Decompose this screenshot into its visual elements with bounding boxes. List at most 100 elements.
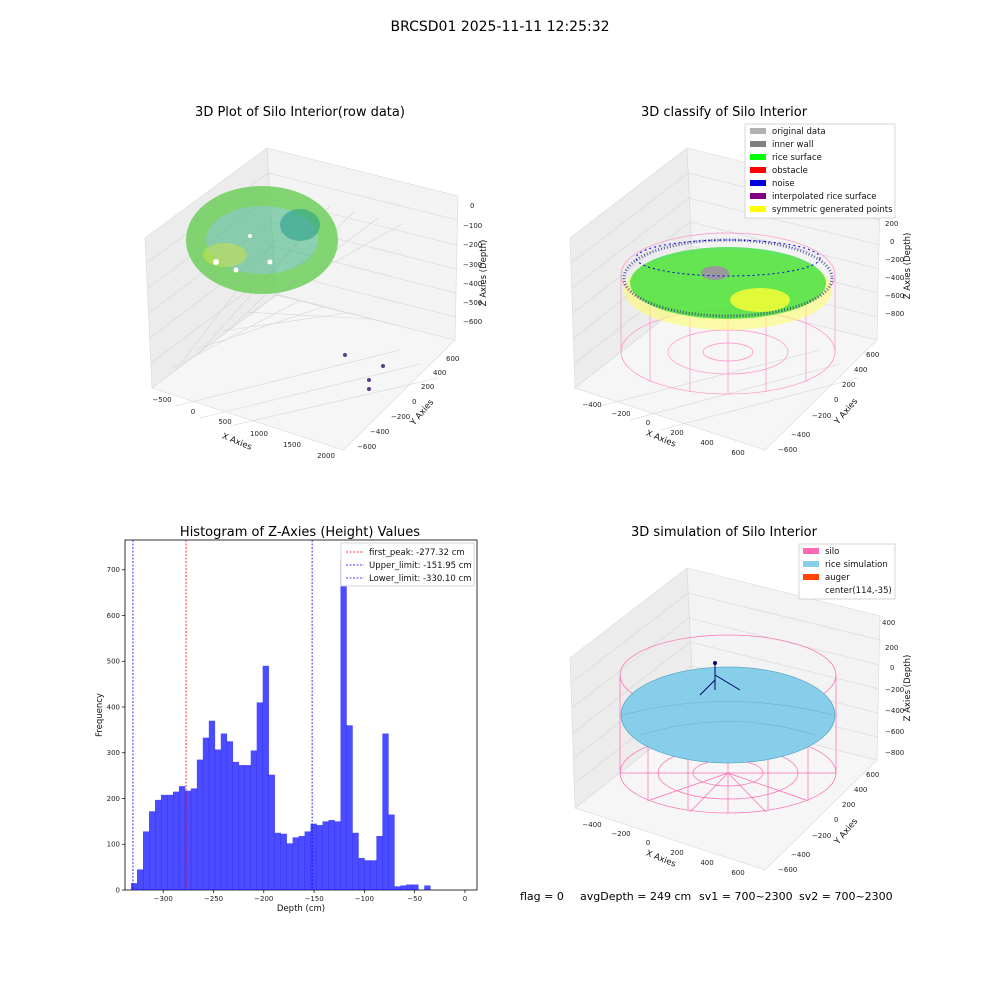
classify-rice-surface — [630, 247, 826, 319]
svg-text:−600: −600 — [885, 728, 904, 736]
svg-text:−200: −200 — [885, 686, 904, 694]
simulation-rice-mesh-line-2 — [639, 721, 817, 736]
histogram-bar — [340, 559, 347, 890]
histogram-x-tick-label: −150 — [304, 895, 323, 903]
svg-text:200: 200 — [421, 383, 434, 391]
histogram-y-tick-label: 0 — [116, 887, 120, 895]
simulation-y-ticks: −600 −400 −200 0 200 400 600 — [778, 771, 879, 874]
legend-swatch-auger — [803, 574, 819, 580]
histogram-bar — [334, 821, 341, 890]
histogram-bar — [388, 814, 395, 890]
svg-text:interpolated rice surface: interpolated rice surface — [772, 192, 877, 202]
classify-x-ticks: −400 −200 0 200 400 600 — [582, 401, 744, 457]
raw-y-ticks: −600 −400 −200 0 200 400 600 — [357, 355, 459, 451]
svg-text:0: 0 — [646, 419, 650, 427]
histogram-x-tick-label: −50 — [407, 895, 422, 903]
svg-text:500: 500 — [218, 418, 231, 426]
svg-text:−200: −200 — [611, 410, 630, 418]
raw-point-cloud-top-patch — [203, 243, 247, 267]
histogram-bar — [268, 774, 275, 890]
histogram-bar — [352, 832, 359, 890]
histogram-bar — [178, 786, 186, 890]
footer-flag: flag = 0 — [520, 890, 564, 903]
raw-data-3d-plot: 3D Plot of Silo Interior(row data) −5 — [144, 105, 489, 460]
histogram-bar — [137, 869, 144, 890]
svg-text:−800: −800 — [885, 310, 904, 318]
histogram-bar — [376, 836, 383, 890]
legend-swatch-interpolated — [750, 193, 766, 199]
histogram-bar — [346, 725, 353, 890]
legend-swatch-obstacle — [750, 167, 766, 173]
svg-text:600: 600 — [731, 869, 744, 877]
histogram-y-tick-label: 400 — [107, 703, 120, 711]
simulation-rice-mesh-line — [621, 701, 835, 716]
raw-point-cloud-dense-patch — [280, 209, 320, 241]
raw-plot-title: 3D Plot of Silo Interior(row data) — [195, 105, 405, 120]
svg-text:400: 400 — [433, 369, 446, 377]
svg-text:−500: −500 — [152, 396, 171, 404]
figure-suptitle: BRCSD01 2025-11-11 12:25:32 — [390, 19, 609, 35]
histogram-y-tick-label: 500 — [107, 658, 120, 666]
svg-text:−400: −400 — [791, 851, 810, 859]
simulation-x-ticks: −400 −200 0 200 400 600 — [582, 821, 744, 877]
svg-text:−400: −400 — [582, 401, 601, 409]
classify-3d-plot: 3D classify of Silo Interior — [569, 105, 913, 457]
svg-text:auger: auger — [825, 573, 850, 583]
histogram-y-tick-label: 600 — [107, 612, 120, 620]
histogram-bar — [316, 825, 323, 890]
svg-text:−300: −300 — [463, 261, 482, 269]
classify-z-axis-label: Z Axies (Depth) — [903, 233, 913, 300]
svg-text:−200: −200 — [463, 241, 482, 249]
histogram-bar — [232, 761, 240, 890]
raw-z-ticks: 0 −100 −200 −300 −400 −500 −600 — [463, 202, 482, 326]
histogram-bar — [304, 831, 311, 890]
svg-text:inner wall: inner wall — [772, 140, 813, 150]
classify-legend: original data inner wall rice surface ob… — [744, 123, 896, 219]
histogram-bar — [274, 832, 281, 890]
histogram-vlines — [132, 540, 313, 890]
histogram-y-tick-label: 200 — [107, 795, 120, 803]
histogram-bar — [244, 765, 252, 890]
svg-text:1500: 1500 — [283, 441, 301, 449]
svg-text:0: 0 — [646, 839, 650, 847]
classify-z-ticks: 200 0 −200 −400 −600 −800 — [885, 220, 904, 318]
histogram-bar — [412, 884, 419, 890]
histogram-bar — [280, 833, 287, 890]
histogram-x-axis-label: Depth (cm) — [277, 904, 325, 914]
raw-z-axis-label: Z Axies (Depth) — [479, 240, 489, 307]
svg-text:200: 200 — [842, 801, 855, 809]
svg-text:400: 400 — [700, 859, 713, 867]
histogram-bar — [310, 823, 317, 890]
svg-text:200: 200 — [885, 644, 898, 652]
legend-swatch-rice-simulation — [803, 561, 819, 567]
simulation-legend: silo rice simulation auger center(114,-3… — [798, 543, 896, 600]
svg-text:600: 600 — [731, 449, 744, 457]
svg-text:center(114,-35): center(114,-35) — [825, 586, 892, 596]
svg-text:0: 0 — [890, 664, 894, 672]
histogram-title: Histogram of Z-Axies (Height) Values — [180, 525, 420, 540]
legend-swatch-original — [750, 128, 766, 134]
svg-text:400: 400 — [700, 439, 713, 447]
raw-x-axis-label: X Axies — [220, 432, 253, 453]
histogram-x-tick-label: −300 — [154, 895, 173, 903]
classify-yellow-patch — [730, 288, 790, 312]
legend-swatch-noise — [750, 180, 766, 186]
footer-sv1: sv1 = 700~2300 — [699, 890, 793, 903]
simulation-3d-plot: 3D simulation of Silo Interior — [569, 525, 913, 877]
simulation-center-marker — [713, 661, 717, 665]
svg-text:−100: −100 — [463, 222, 482, 230]
svg-text:200: 200 — [670, 849, 683, 857]
raw-x-ticks: −500 0 500 1000 1500 2000 — [152, 396, 335, 460]
classify-y-ticks: −600 −400 −200 0 200 400 600 — [778, 351, 879, 454]
svg-text:600: 600 — [446, 355, 459, 363]
svg-text:0: 0 — [470, 202, 474, 210]
legend-swatch-inner-wall — [750, 141, 766, 147]
histogram-bar — [322, 821, 329, 890]
simulation-auger — [699, 662, 741, 696]
svg-text:0: 0 — [834, 396, 838, 404]
histogram-bar — [226, 741, 234, 890]
histogram-bar — [154, 799, 162, 890]
svg-text:0: 0 — [412, 398, 416, 406]
histogram-bar — [256, 702, 263, 890]
svg-text:−600: −600 — [463, 318, 482, 326]
